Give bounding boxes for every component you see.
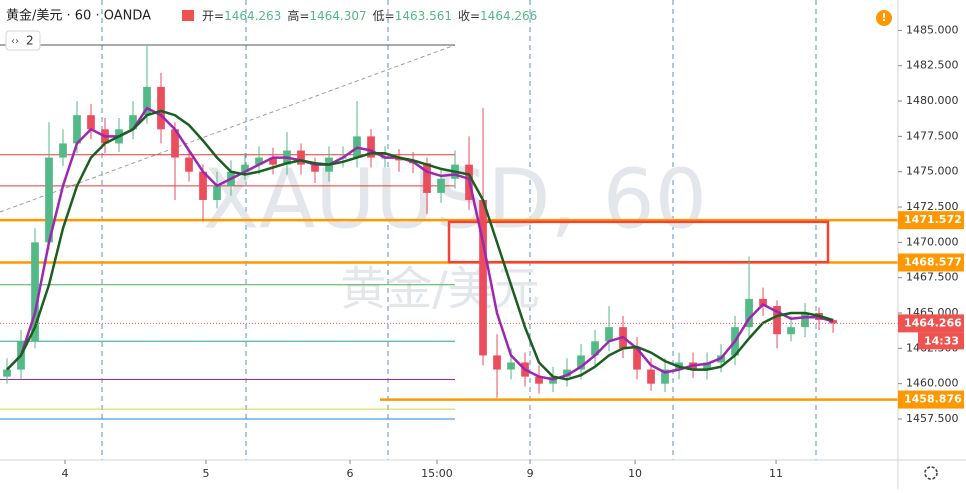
trend-line (0, 44, 456, 213)
watermark: 黄金/美元 (340, 262, 540, 316)
y-tick-label: 1480.000 (906, 94, 959, 107)
ohlc-label: 开= (202, 9, 224, 23)
candle-body (269, 157, 277, 165)
last-price-label: 1464.266 (904, 316, 962, 329)
ohlc-value: 1464.263 (224, 9, 281, 23)
zone-box (447, 220, 830, 264)
ohlc-value: 1464.307 (309, 9, 366, 23)
candle-body (129, 115, 137, 130)
candle-body (367, 136, 375, 158)
y-tick-label: 1457.500 (906, 412, 959, 425)
moving-average (6, 106, 834, 381)
ohlc-value: 1464.266 (480, 9, 537, 23)
ohlc-label: 收= (458, 9, 480, 23)
moving-average (6, 109, 834, 381)
candle-body (241, 164, 249, 172)
x-tick-label: 15:00 (421, 467, 453, 480)
y-tick-label: 1460.000 (906, 377, 959, 390)
candle-body (59, 143, 67, 158)
y-tick-label: 1470.000 (906, 235, 959, 248)
candle-body (3, 369, 11, 377)
alert-icon[interactable] (876, 10, 892, 26)
candle-body (563, 369, 571, 377)
y-tick-label: 1475.000 (906, 165, 959, 178)
candle-body (31, 242, 39, 342)
y-tick-label: 1485.000 (906, 23, 959, 36)
level-badge (898, 253, 964, 272)
ohlc-value: 1463.561 (395, 9, 452, 23)
candle-body (479, 199, 487, 356)
candle-body (157, 86, 165, 130)
x-tick-label: 5 (202, 467, 209, 480)
candle-body (787, 327, 795, 335)
candle-body (171, 129, 179, 158)
candle-body (591, 341, 599, 356)
x-tick-label: 11 (769, 467, 783, 480)
candle-body (773, 305, 781, 335)
candle-body (255, 157, 263, 165)
candle-body (87, 115, 95, 130)
x-tick-label: 6 (347, 467, 354, 480)
candle-body (801, 313, 809, 328)
last-price-badge (898, 314, 964, 333)
y-tick-label: 1467.500 (906, 271, 959, 284)
candle-body (185, 157, 193, 172)
candle-body (143, 86, 151, 116)
candle-body (661, 369, 669, 384)
candle-body (535, 376, 543, 384)
candle-body (437, 178, 445, 193)
candle-body (703, 362, 711, 370)
level-badge-label: 1471.572 (904, 213, 962, 226)
alert-icon-mark: ! (881, 11, 886, 24)
candle-body (395, 157, 403, 161)
indicator-toggle[interactable] (5, 30, 41, 51)
candle-body (759, 298, 767, 306)
candle-body (73, 115, 81, 144)
candle-body (213, 185, 221, 200)
ohlc-legend: 开=1464.263 高=1464.307 低=1463.561 收=1464.266 (202, 8, 537, 23)
x-tick-label: 4 (61, 467, 68, 480)
level-badge-label: 1458.876 (904, 393, 962, 406)
candle-body (829, 320, 837, 324)
countdown-badge (918, 332, 964, 350)
x-tick-label: 9 (527, 467, 534, 480)
candle-body (199, 171, 207, 200)
candle-body (745, 298, 753, 328)
level-badge-label: 1468.577 (904, 255, 962, 268)
y-tick-label: 1472.500 (906, 200, 959, 213)
candle-body (633, 348, 641, 370)
flag-icon[interactable] (182, 10, 194, 21)
ohlc-label: 高= (287, 8, 309, 23)
y-tick-label: 1477.500 (906, 129, 959, 142)
candle-body (647, 369, 655, 384)
level-badge (898, 390, 964, 409)
settings-icon[interactable] (924, 466, 938, 480)
candle-body (297, 150, 305, 165)
candle-body (605, 327, 613, 342)
candle-body (423, 163, 431, 193)
plot-area (0, 44, 898, 420)
symbol-title: 黄金/美元 · 60 · OANDA (6, 8, 151, 24)
candle-body (577, 355, 585, 370)
level-badge (898, 211, 964, 230)
candle-body (45, 157, 53, 243)
candle-body (493, 355, 501, 370)
y-tick-label: 1482.500 (906, 59, 959, 72)
candle-body (507, 362, 515, 370)
ohlc-label: 低= (373, 9, 395, 23)
header: 黄金/美元 · 60 · OANDA 开=1464.263 高=1464.307 低… (5, 8, 938, 480)
axes: 1457.5001460.0001462.5001465.0001467.500… (61, 23, 964, 480)
indicator-count: 2 (26, 34, 34, 48)
session-lines (101, 0, 817, 460)
toggle-icon: ‹› (11, 36, 19, 47)
candle-body (311, 164, 319, 172)
x-tick-label: 10 (628, 467, 642, 480)
countdown-label: 14:33 (924, 334, 959, 347)
